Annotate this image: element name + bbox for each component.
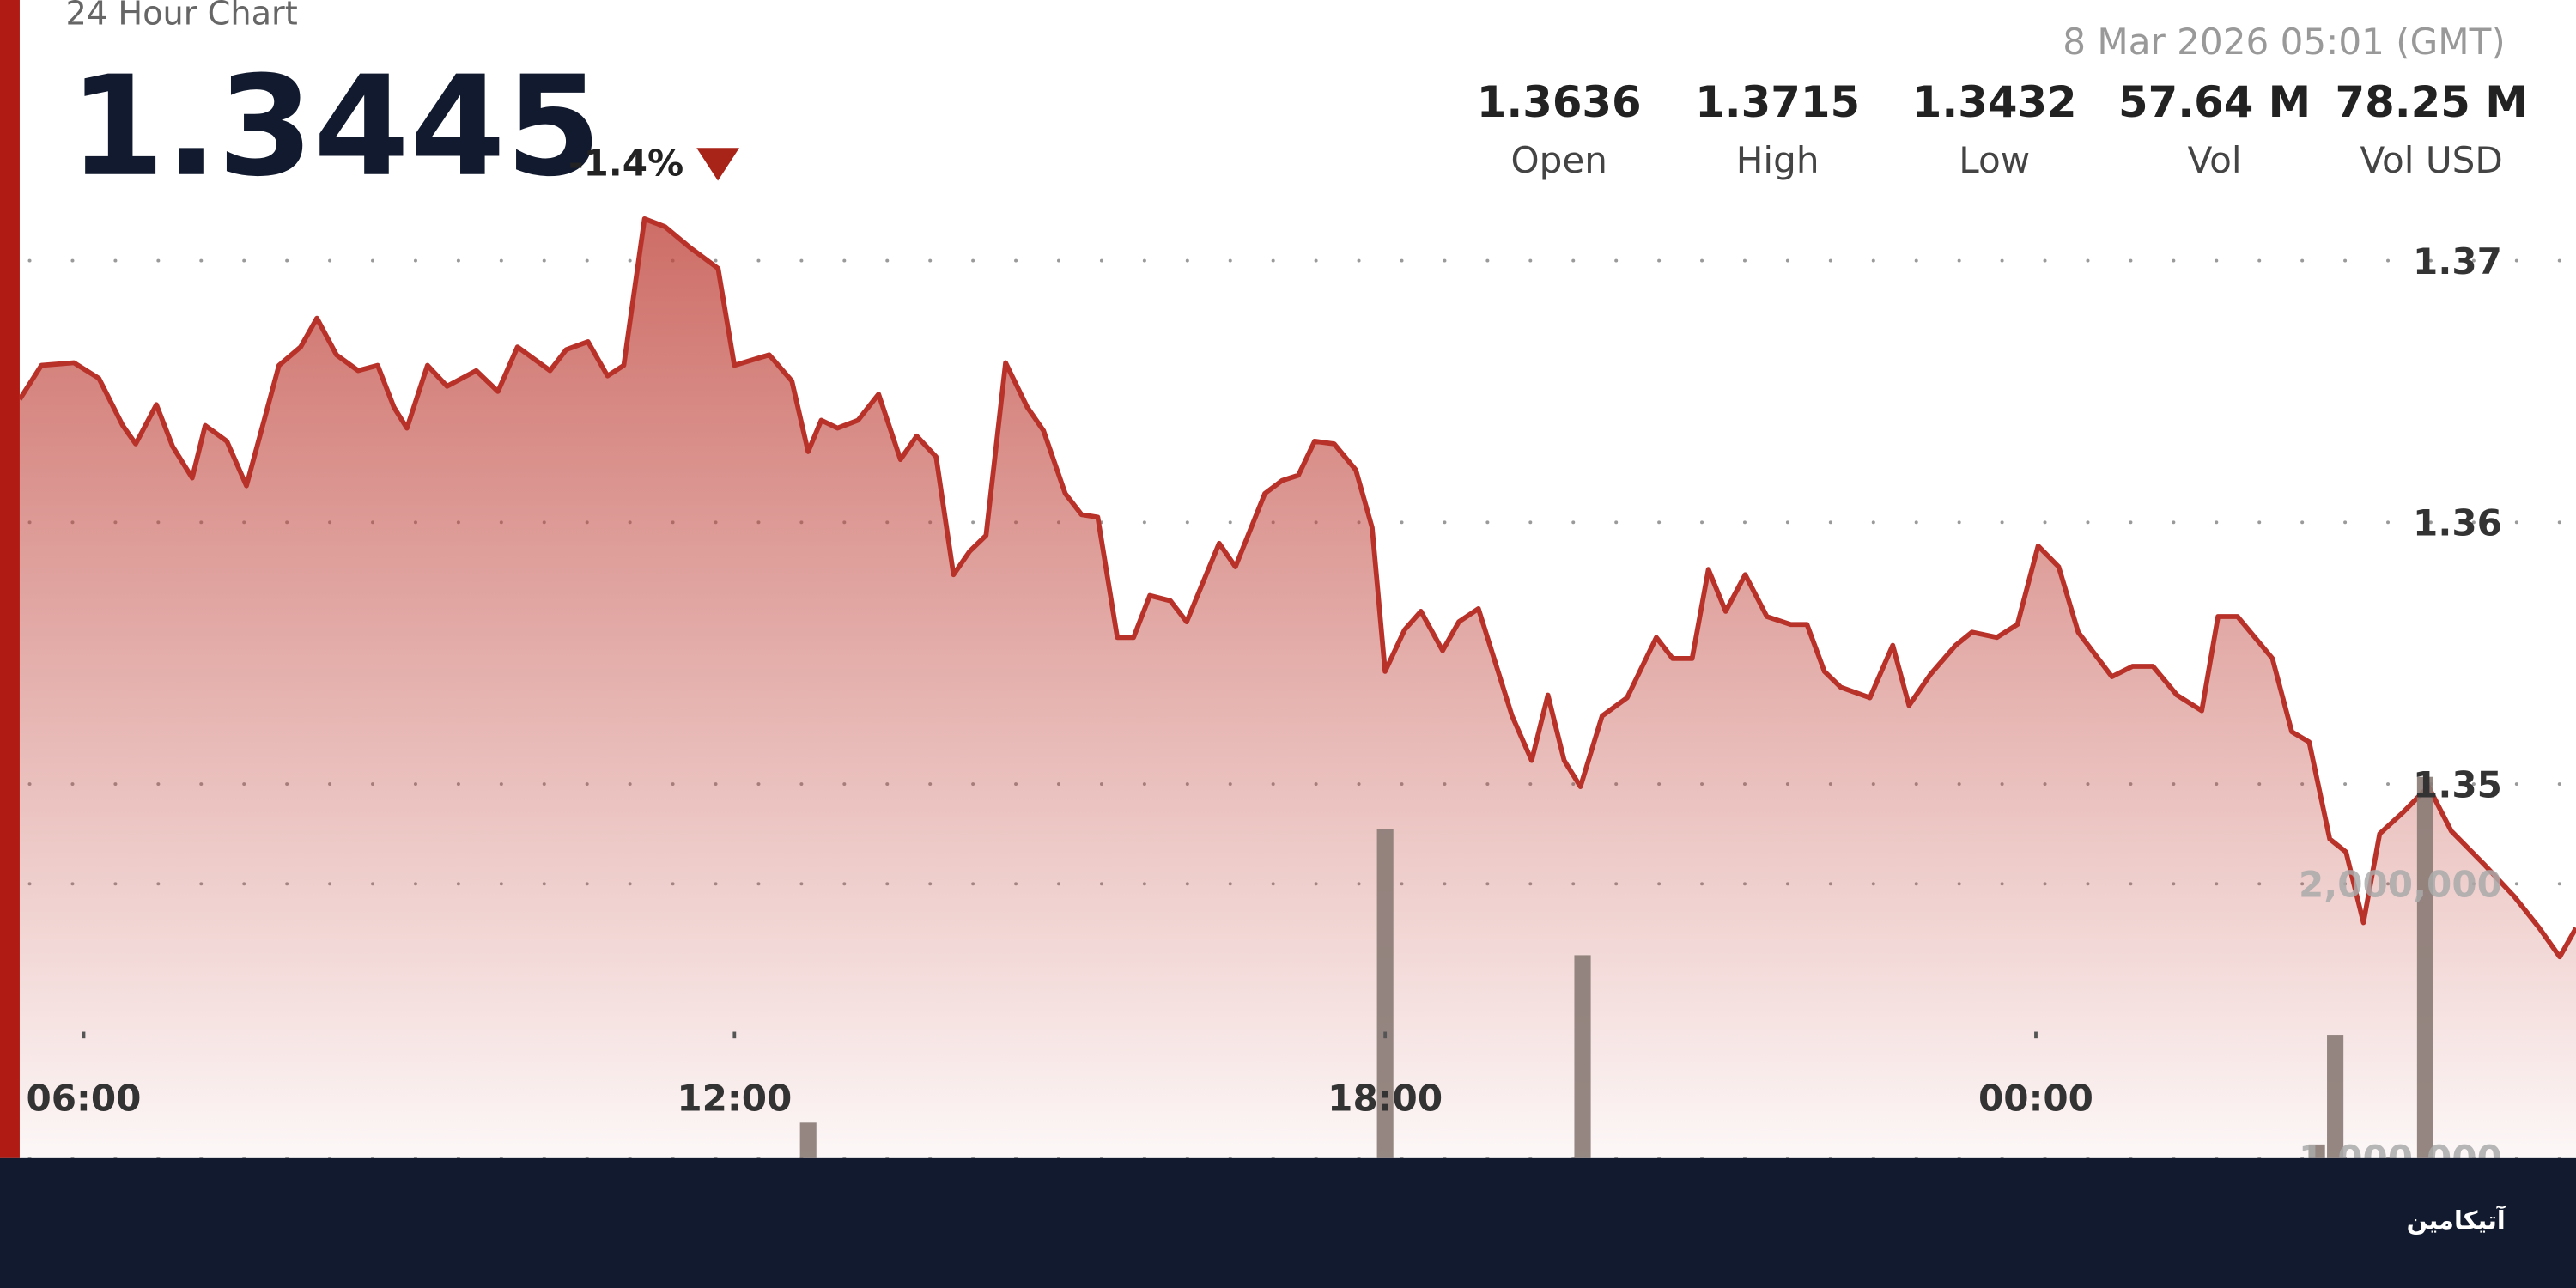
x-tick-label: 06:00: [27, 1077, 142, 1119]
stat-label: Vol USD: [2360, 139, 2503, 181]
x-tick-label: 12:00: [677, 1077, 792, 1119]
volume-bar: [2308, 1144, 2325, 1158]
down-arrow: [696, 148, 739, 181]
stat-value: 1.3636: [1477, 77, 1642, 127]
price-change: -1.4%: [568, 143, 683, 185]
stat-label: Low: [1959, 139, 2030, 181]
y-tick-label: 1.35: [2413, 763, 2502, 805]
volume-bar: [1574, 955, 1591, 1158]
price-area: [19, 218, 2576, 1158]
y-tick-label: 1.36: [2413, 502, 2502, 544]
volume-bar: [2327, 1035, 2344, 1158]
stat-label: Vol: [2188, 139, 2242, 181]
logo: آتیکامین: [2407, 1206, 2506, 1235]
footer: [0, 1157, 2576, 1288]
left-accent: [0, 0, 20, 1158]
stat-value: 78.25 M: [2336, 77, 2528, 127]
volume-bar: [799, 1122, 817, 1158]
x-tick-label: 18:00: [1327, 1077, 1443, 1119]
chart-title: 24 Hour Chart: [66, 0, 298, 33]
stat-value: 1.3715: [1695, 77, 1860, 127]
stat-label: High: [1736, 139, 1820, 181]
stat-value: 57.64 M: [2118, 77, 2311, 127]
stat-value: 1.3432: [1912, 77, 2077, 127]
stat-label: Open: [1510, 139, 1607, 181]
plot-area: [19, 216, 2576, 1158]
price-line: [19, 216, 2576, 960]
x-tick-label: 00:00: [1978, 1077, 2093, 1119]
y2-tick-label: 2,000,000: [2299, 864, 2502, 906]
timestamp: 8 Mar 2026 05:01 (GMT): [2063, 21, 2505, 63]
last-price: 1.3445: [69, 46, 601, 207]
volume-bar: [2416, 776, 2434, 1158]
stats: 1.3636 Open 1.3715 High 1.3432 Low 57.64 M Vol 7…: [1477, 77, 2528, 181]
volume-bar: [1376, 829, 1394, 1158]
y-tick-label: 1.37: [2413, 240, 2502, 283]
